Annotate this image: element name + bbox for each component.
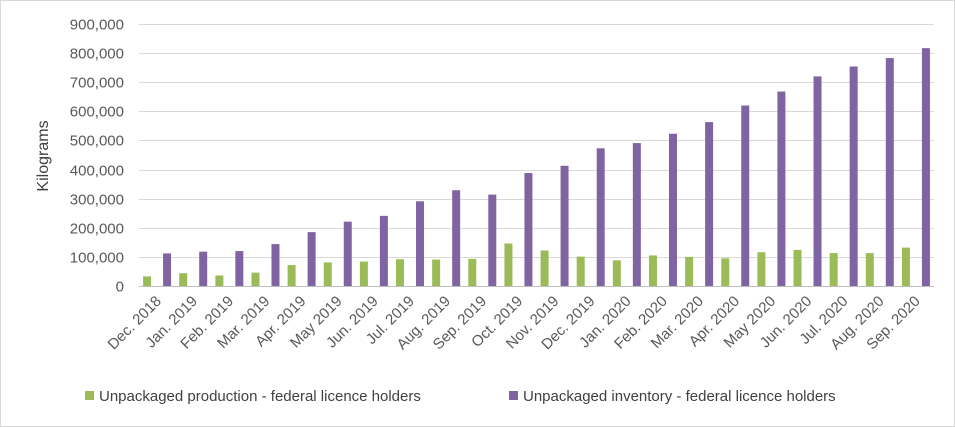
y-tick-label: 100,000 (70, 250, 124, 267)
y-tick-label: 800,000 (70, 46, 124, 63)
bar-inventory (379, 215, 388, 286)
bar-production (648, 255, 657, 286)
bar-inventory (632, 143, 641, 286)
bar-inventory (921, 48, 930, 286)
bar-production (829, 253, 838, 286)
bar-production (251, 272, 260, 286)
y-tick-label: 200,000 (70, 221, 124, 238)
bar-production (793, 249, 802, 286)
legend-label-inventory: Unpackaged inventory - federal licence h… (523, 388, 836, 405)
bar-inventory (668, 133, 677, 286)
bar-production (576, 256, 585, 286)
y-tick-label: 500,000 (70, 133, 124, 150)
y-tick-label: 900,000 (70, 17, 124, 34)
bar-production (757, 252, 766, 286)
bar-inventory (307, 232, 316, 286)
bar-inventory (488, 194, 497, 286)
bar-production (287, 265, 296, 286)
bar-production (323, 262, 332, 286)
bar-inventory (452, 190, 461, 286)
bar-production (143, 276, 152, 286)
legend-swatch-production (85, 391, 94, 400)
y-tick-label: 600,000 (70, 104, 124, 121)
bar-inventory (741, 105, 750, 286)
legend: Unpackaged production - federal licence … (85, 388, 836, 405)
bar-inventory (235, 251, 244, 286)
bar-inventory (849, 66, 858, 286)
bar-production (396, 259, 405, 286)
bar-inventory (885, 58, 894, 287)
bar-inventory (343, 221, 352, 286)
bar-inventory (777, 91, 786, 286)
bar-inventory (199, 251, 208, 286)
bars (143, 48, 930, 287)
bar-inventory (813, 76, 822, 287)
bar-inventory (524, 173, 533, 286)
y-tick-labels: 0 100,000 200,000 300,000 400,000 500,000 600,… (70, 17, 124, 296)
legend-label-production: Unpackaged production - federal licence … (99, 388, 421, 405)
bar-inventory (163, 253, 172, 286)
bar-production (612, 260, 621, 286)
bar-production (540, 250, 549, 286)
bar-production (865, 253, 874, 286)
y-tick-label: 0 (116, 279, 124, 296)
y-tick-label: 700,000 (70, 75, 124, 92)
bar-production (432, 259, 441, 286)
y-tick-label: 300,000 (70, 192, 124, 209)
bar-production (468, 258, 477, 286)
bar-production (359, 261, 368, 286)
bar-inventory (596, 148, 605, 286)
y-axis-title: Kilograms (35, 120, 52, 191)
bar-production (721, 258, 730, 286)
bar-inventory (705, 122, 714, 286)
bar-inventory (271, 244, 280, 286)
bar-production (901, 247, 910, 286)
bar-inventory (560, 165, 569, 286)
bar-production (179, 273, 188, 286)
legend-swatch-inventory (509, 391, 518, 400)
y-tick-label: 400,000 (70, 163, 124, 180)
bar-inventory (416, 201, 425, 286)
bar-production (215, 275, 224, 286)
bar-production (504, 243, 513, 286)
bar-production (685, 256, 694, 286)
